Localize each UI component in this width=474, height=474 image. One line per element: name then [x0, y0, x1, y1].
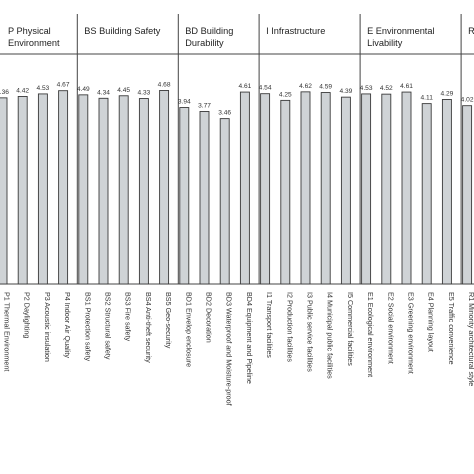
group-label: Livability [367, 38, 403, 48]
bar-value-label: 4.11 [421, 95, 434, 102]
category-label: BD1 Envelop enclosure [184, 292, 193, 367]
bar [421, 103, 432, 285]
category-label: P4 Indoor Air Quality [63, 292, 72, 358]
bar [0, 97, 8, 285]
category-label: E3 Greening environment [407, 292, 416, 374]
bar-value-label: 4.53 [360, 85, 373, 92]
category-label: I2 Production facilities [285, 292, 294, 362]
bar [78, 94, 89, 285]
category-label: E4 Planning layout [427, 292, 436, 352]
bar [179, 107, 190, 285]
bar [17, 96, 28, 285]
bar [340, 96, 351, 285]
group-label: E Environmental [367, 26, 434, 36]
group-label: BS Building Safety [84, 26, 161, 36]
bar [280, 99, 291, 285]
group-label: BD Building [185, 26, 233, 36]
bar-value-label: 4.54 [259, 85, 272, 92]
group-label: P Physical [8, 26, 51, 36]
bar [381, 93, 392, 285]
bar-value-label: 4.52 [380, 85, 393, 92]
bar-value-label: 3.46 [218, 110, 231, 117]
bar-value-label: 4.49 [77, 86, 90, 93]
category-label: I1 Transport facilities [265, 292, 274, 358]
bar [260, 93, 271, 285]
group-label: Environment [8, 38, 60, 48]
category-label: I3 Public service facilities [306, 292, 315, 372]
bar [138, 98, 149, 285]
bar-value-label: 4.39 [339, 88, 352, 95]
bar [58, 90, 69, 285]
bar-value-label: 3.94 [178, 99, 191, 106]
bar [118, 95, 129, 285]
bar-value-label: 4.68 [158, 81, 171, 88]
bar-value-label: 4.34 [97, 89, 110, 96]
category-label: P1 Thermal Environment [3, 292, 12, 371]
bar-value-label: 4.42 [16, 87, 29, 94]
group-label: R Re [468, 26, 474, 36]
category-label: BS2 Structural safety [104, 292, 113, 360]
bar [239, 91, 250, 285]
category-label: E1 Ecological environment [366, 292, 375, 377]
bar-value-label: 4.33 [137, 90, 150, 97]
bar-value-label: 4.61 [400, 83, 413, 90]
bar [159, 90, 170, 285]
bar [37, 93, 48, 285]
category-label: P3 Acoustic insulation [43, 292, 52, 362]
bar [300, 91, 311, 285]
category-label: E5 Traffic convenience [447, 292, 456, 365]
category-label: BS4 Anti-theft security [144, 292, 153, 363]
category-label: P2 Daylighting [23, 292, 32, 338]
bar-value-label: 3.77 [198, 102, 211, 109]
bar-value-label: 4.53 [36, 85, 49, 92]
category-label: E2 Social environment [386, 292, 395, 364]
category-label: I4 Municipal public facilities [326, 292, 335, 379]
bar-value-label: 4.36 [0, 89, 9, 96]
group-label: I Infrastructure [266, 26, 325, 36]
bar-value-label: 4.67 [57, 82, 70, 89]
category-label: BS3 Fire safety [124, 292, 133, 342]
bar-value-label: 4.25 [279, 91, 292, 98]
bar [98, 97, 109, 285]
bar-value-label: 4.02 [461, 97, 474, 104]
category-label: BS5 Geo-security [164, 292, 173, 349]
bar-value-label: 4.29 [440, 90, 453, 97]
bar [219, 118, 230, 285]
category-label: R1 Minority architectural style [467, 292, 474, 386]
bar-value-label: 4.61 [238, 83, 251, 90]
category-label: BD4 Equipment and Pipeline [245, 292, 254, 384]
category-label: BD3 Waterproof and Moisture-proof [225, 292, 234, 406]
bar [441, 99, 452, 285]
bar [401, 91, 412, 285]
bar [199, 111, 210, 285]
bar-value-label: 4.59 [319, 84, 332, 91]
category-label: BS1 Protection safety [83, 292, 92, 362]
group-label: Durability [185, 38, 224, 48]
bar-value-label: 4.45 [117, 87, 130, 94]
category-label: I5 Commercial facilities [346, 292, 355, 366]
bar [320, 92, 331, 285]
bar-value-label: 4.62 [299, 83, 312, 90]
bar [361, 93, 372, 285]
category-label: BD2 Decoration [205, 292, 214, 343]
bar [462, 105, 473, 285]
